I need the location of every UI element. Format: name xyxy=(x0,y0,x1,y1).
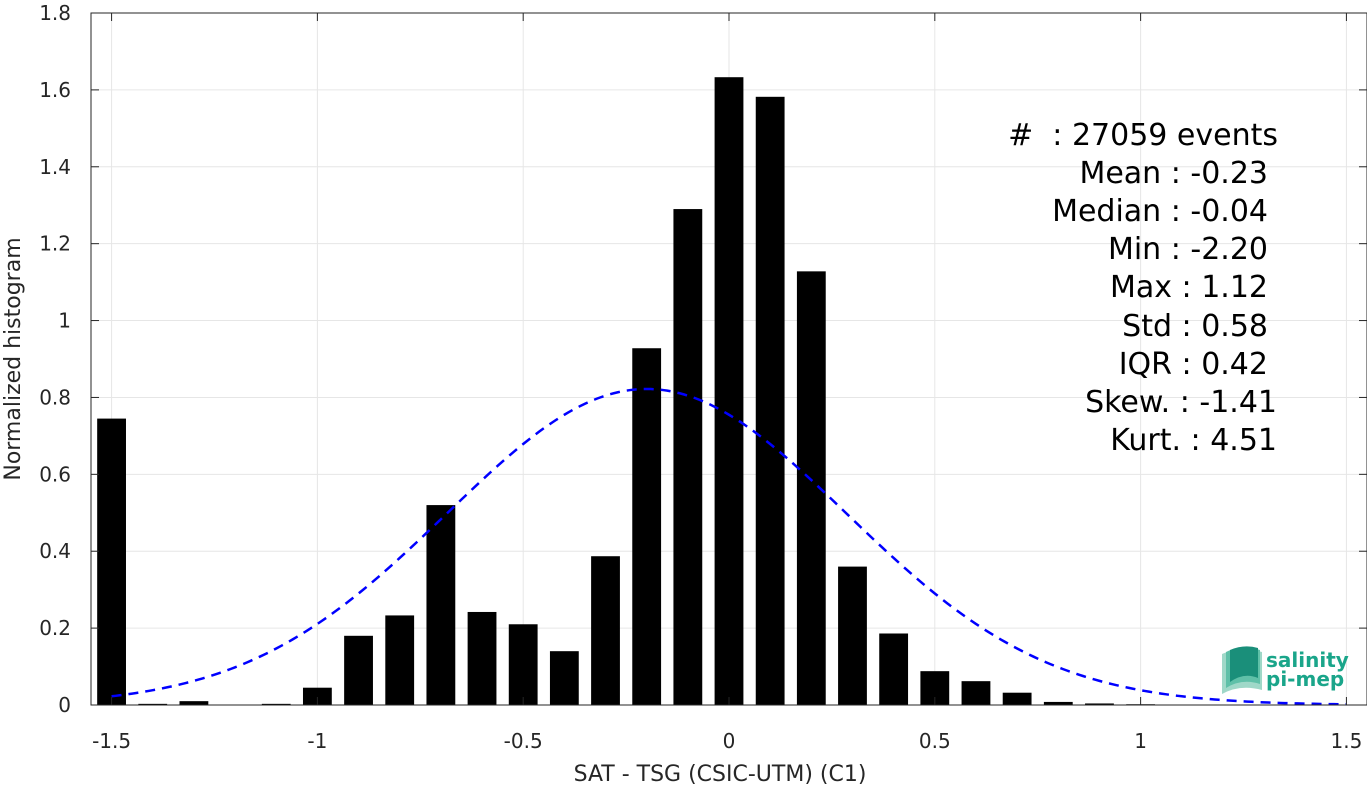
x-tick-label: 1.5 xyxy=(1331,729,1363,753)
histogram-bar xyxy=(591,556,620,705)
stats-box: # : 27059 events Mean : -0.23 Median : -… xyxy=(1008,118,1278,458)
stats-events: # : 27059 events xyxy=(1008,118,1278,153)
histogram-bar xyxy=(673,209,703,706)
histogram-bar xyxy=(1043,701,1073,705)
wave-logo-icon xyxy=(1222,646,1262,694)
histogram-bar xyxy=(879,633,909,705)
histogram-bar xyxy=(632,348,662,705)
histogram-bar xyxy=(302,687,332,705)
histogram-bar xyxy=(179,701,209,705)
y-tick-label: 0.6 xyxy=(39,462,71,486)
y-tick-label: 0.4 xyxy=(39,539,71,563)
stats-skew: Skew. : -1.41 xyxy=(1085,385,1277,420)
y-tick-label: 0.8 xyxy=(39,385,71,409)
stats-kurt: Kurt. : 4.51 xyxy=(1110,423,1277,458)
x-tick-label: 1 xyxy=(1134,729,1147,753)
y-axis-ticks: 0 0.2 0.4 0.6 0.8 1 1.2 1.4 1.6 1.8 xyxy=(39,1,1367,717)
histogram-bars xyxy=(97,77,1197,706)
histogram-bar xyxy=(385,615,415,705)
logo-text-line1: salinity xyxy=(1266,648,1349,672)
histogram-bar xyxy=(97,418,126,705)
x-tick-label: 0.5 xyxy=(919,729,951,753)
y-axis-label: Normalized histogram xyxy=(1,237,26,480)
y-tick-label: 0.2 xyxy=(39,616,71,640)
histogram-bar xyxy=(961,681,991,705)
histogram-bar xyxy=(508,624,538,705)
x-tick-label: 0 xyxy=(723,729,736,753)
stats-iqr: IQR : 0.42 xyxy=(1119,347,1268,382)
x-tick-label: -1.5 xyxy=(92,729,131,753)
stats-mean: Mean : -0.23 xyxy=(1079,156,1268,191)
y-tick-label: 1 xyxy=(58,309,71,333)
histogram-bar xyxy=(755,96,785,705)
stats-median: Median : -0.04 xyxy=(1052,194,1268,229)
x-tick-label: -0.5 xyxy=(504,729,543,753)
stats-std: Std : 0.58 xyxy=(1122,309,1268,344)
y-tick-label: 1.6 xyxy=(39,78,71,102)
gaussian-fit-curve xyxy=(111,387,1347,706)
histogram-bar xyxy=(838,566,867,705)
histogram-bar xyxy=(261,703,291,705)
stats-max: Max : 1.12 xyxy=(1110,270,1268,305)
histogram-bar xyxy=(467,611,497,705)
histogram-bar xyxy=(714,77,744,706)
x-tick-label: -1 xyxy=(307,729,327,753)
x-axis-ticks: -1.5 -1 -0.5 0 0.5 1 1.5 xyxy=(92,13,1362,753)
y-tick-label: 1.2 xyxy=(39,232,71,256)
histogram-bar xyxy=(138,703,168,705)
histogram-bar xyxy=(1085,703,1114,705)
histogram-bar xyxy=(426,505,456,705)
y-tick-label: 1.4 xyxy=(39,155,71,179)
histogram-bar xyxy=(1002,692,1032,705)
salinity-pi-mep-logo: salinity pi-mep xyxy=(1222,646,1349,694)
histogram-bar xyxy=(549,651,579,705)
y-tick-label: 1.8 xyxy=(39,1,71,25)
logo-text-line2: pi-mep xyxy=(1266,667,1344,691)
y-tick-label: 0 xyxy=(58,693,71,717)
stats-min: Min : -2.20 xyxy=(1108,232,1268,267)
histogram-bar xyxy=(344,635,373,705)
x-axis-label: SAT - TSG (CSIC-UTM) (C1) xyxy=(574,762,867,785)
